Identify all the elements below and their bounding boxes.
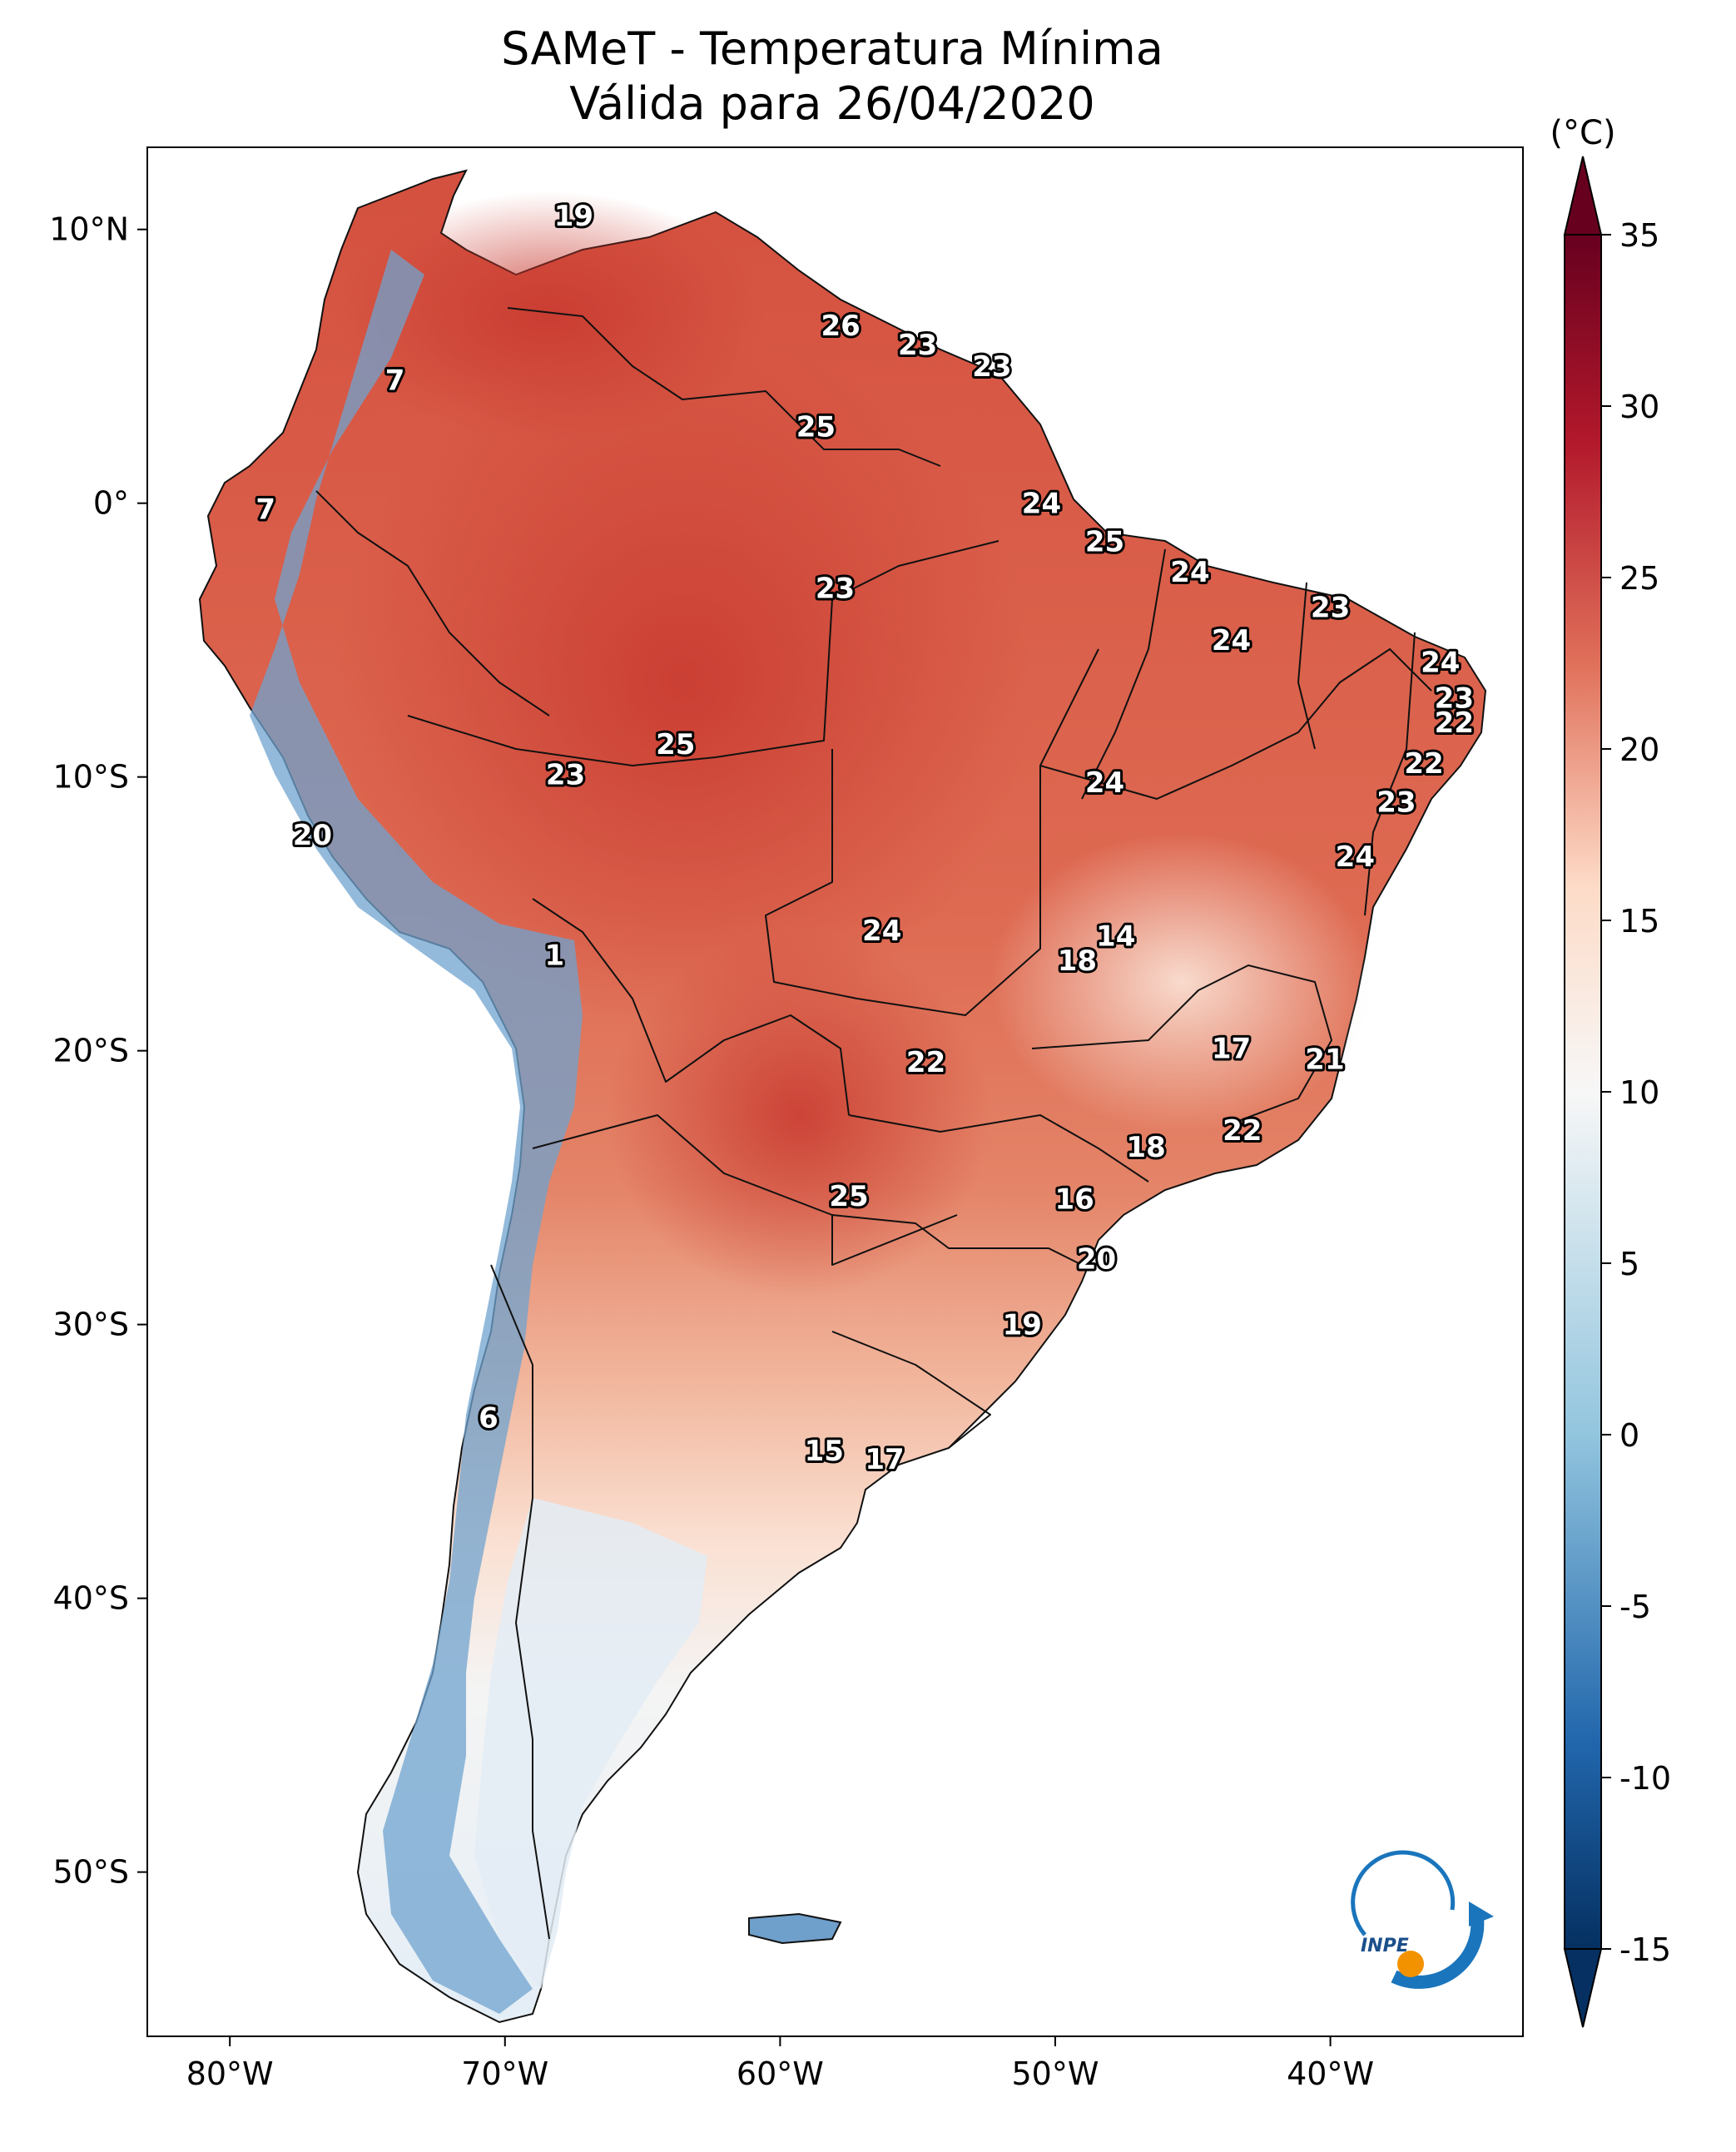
- temperature-label: 25: [656, 728, 695, 761]
- title-line-2: Válida para 26/04/2020: [569, 77, 1095, 130]
- lat-tick-label: 20°S: [53, 1033, 129, 1069]
- political-borders: [315, 307, 1432, 1940]
- colorbar-tick-label: 35: [1619, 217, 1659, 254]
- temperature-label: 20: [293, 819, 332, 852]
- temperature-label: 23: [1311, 592, 1350, 625]
- colorbar-max-extension: [1563, 156, 1603, 236]
- temperature-label: 25: [1085, 526, 1124, 559]
- colorbar: (°C) 35 30 25 20 15 10 5 0 -5 -10 -15: [1550, 114, 1671, 2028]
- temperature-label: 16: [1054, 1183, 1094, 1216]
- map-area: [147, 147, 1523, 2036]
- temperature-label: 23: [1435, 682, 1474, 715]
- temperature-label: 7: [255, 493, 275, 526]
- colorbar-tick-label: 0: [1619, 1417, 1639, 1454]
- colorbar-tick-label: -15: [1619, 1931, 1671, 1968]
- lat-tick-label: 0°: [93, 485, 129, 522]
- inpe-logo-dot: [1397, 1951, 1424, 1977]
- lon-tick-label: 70°W: [461, 2055, 548, 2092]
- colorbar-tick-label: 30: [1619, 389, 1659, 425]
- lon-tick-label: 60°W: [737, 2055, 824, 2092]
- temperature-label: 22: [1435, 707, 1474, 740]
- colorbar-tick-label: -10: [1619, 1760, 1671, 1797]
- temperature-label: 18: [1058, 945, 1097, 978]
- colorbar-min-extension: [1563, 1948, 1603, 2028]
- colorbar-tick-label: 5: [1619, 1246, 1639, 1282]
- inpe-logo-text: INPE: [1361, 1936, 1409, 1956]
- temperature-label: 15: [805, 1435, 844, 1468]
- lon-tick-label: 50°W: [1012, 2055, 1099, 2092]
- temperature-label: 24: [862, 915, 901, 948]
- lat-tick-label: 30°S: [53, 1307, 129, 1343]
- colorbar-scale: [1564, 234, 1602, 1950]
- patagonia-cool-region: [474, 1498, 707, 1989]
- colorbar-tick-label: 15: [1619, 903, 1659, 940]
- lat-tick-label: 10°S: [53, 759, 129, 796]
- temperature-label: 7: [385, 364, 405, 398]
- colorbar-tick-label: 20: [1619, 731, 1659, 768]
- lat-tick-label: 40°S: [53, 1580, 129, 1617]
- temperature-label: 22: [1223, 1114, 1262, 1148]
- colorbar-tick-label: 25: [1619, 560, 1659, 597]
- temperature-label: 24: [1022, 488, 1061, 521]
- temperature-label: 22: [1404, 747, 1443, 781]
- temperature-label: 23: [972, 350, 1011, 384]
- temperature-label: 17: [1212, 1032, 1251, 1065]
- colorbar-ticks: 35 30 25 20 15 10 5 0 -5 -10 -15: [1601, 217, 1671, 1968]
- latitude-axis: 10°N 0° 10°S 20°S 30°S 40°S 50°S: [49, 211, 147, 1891]
- temperature-label: 18: [1126, 1131, 1165, 1164]
- temperature-label: 22: [906, 1046, 945, 1079]
- falkland-islands: [748, 1912, 842, 1945]
- lat-tick-label: 10°N: [49, 211, 129, 248]
- temperature-label: 17: [865, 1443, 904, 1476]
- lon-tick-label: 40°W: [1287, 2055, 1374, 2092]
- map-title: SAMeT - Temperatura Mínima Válida para 2…: [0, 22, 1664, 131]
- temperature-label: 23: [816, 573, 855, 606]
- temperature-label: 23: [898, 329, 937, 362]
- colorbar-tick-label: -5: [1619, 1589, 1651, 1625]
- lon-tick-label: 80°W: [186, 2055, 274, 2092]
- temperature-label: 25: [829, 1180, 868, 1213]
- temperature-label: 14: [1096, 920, 1135, 953]
- temperature-label: 23: [1376, 786, 1416, 819]
- temperature-label: 24: [1421, 646, 1460, 679]
- temperature-label: 19: [554, 200, 593, 233]
- colorbar-tick-label: 10: [1619, 1074, 1659, 1111]
- temperature-label: 6: [479, 1401, 498, 1435]
- temperature-label: 26: [821, 310, 860, 343]
- inpe-logo: INPE: [1351, 1850, 1494, 1989]
- longitude-axis: 80°W 70°W 60°W 50°W 40°W: [186, 2036, 1374, 2092]
- temperature-label: 20: [1077, 1243, 1116, 1277]
- lat-tick-label: 50°S: [53, 1854, 129, 1891]
- temperature-label: 24: [1170, 556, 1209, 589]
- temperature-label: 24: [1085, 766, 1124, 800]
- temperature-label: 23: [546, 758, 585, 791]
- temperature-label: 24: [1336, 840, 1375, 874]
- colorbar-unit: (°C): [1550, 114, 1615, 152]
- temperature-label: 21: [1305, 1044, 1344, 1077]
- map-frame: [146, 146, 1524, 2037]
- temperature-label: 1: [544, 940, 564, 973]
- temperature-label: 24: [1212, 624, 1251, 657]
- title-line-1: SAMeT - Temperatura Mínima: [501, 22, 1163, 75]
- temperature-label: 19: [1003, 1309, 1042, 1342]
- temperature-label: 25: [796, 411, 836, 444]
